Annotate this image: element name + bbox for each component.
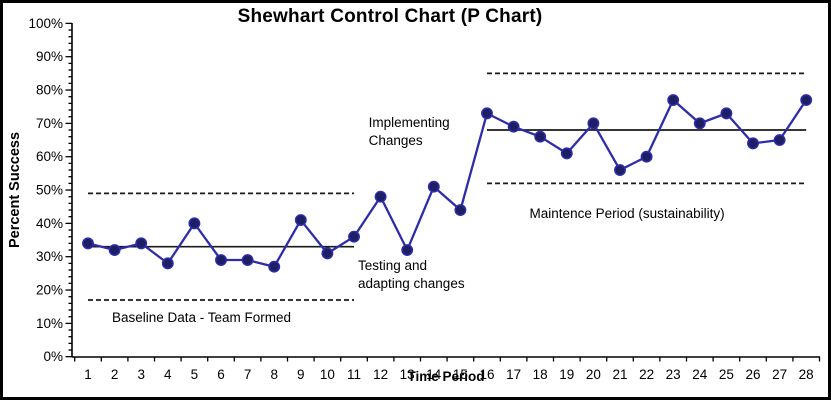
data-point (747, 137, 759, 150)
data-point (374, 190, 387, 203)
x-tick-label: 8 (270, 367, 278, 382)
x-tick-label: 26 (745, 367, 760, 382)
x-tick-label: 19 (559, 367, 574, 382)
x-tick-label: 25 (719, 367, 734, 382)
data-point (534, 130, 547, 143)
data-point (401, 244, 414, 256)
y-tick-label: 30% (36, 249, 63, 264)
y-tick-label: 80% (36, 83, 63, 98)
x-tick-label: 15 (453, 367, 468, 382)
x-tick-label: 24 (692, 367, 708, 382)
data-point (108, 244, 121, 256)
y-tick-label: 0% (43, 349, 63, 364)
y-tick-label: 100% (28, 16, 63, 31)
data-point (82, 237, 94, 250)
data-point (481, 107, 493, 120)
y-tick-label: 40% (36, 216, 63, 231)
x-tick-label: 4 (164, 367, 172, 382)
y-tick-label: 70% (36, 116, 63, 131)
data-point (215, 254, 227, 266)
x-tick-label: 28 (799, 367, 814, 382)
x-tick-label: 13 (400, 367, 415, 382)
series-line (87, 98, 808, 268)
x-tick-label: 17 (506, 367, 521, 382)
data-point (773, 134, 786, 146)
x-axis-title: Time Period (407, 369, 485, 384)
y-tick-label: 20% (36, 283, 63, 298)
data-point (800, 94, 813, 106)
y-tick-label: 60% (36, 149, 63, 164)
x-tick-label: 22 (639, 367, 654, 382)
x-tick-label: 27 (772, 367, 787, 382)
annotation-testing-label: adapting changes (358, 276, 465, 291)
annotation-implementing-label: Changes (369, 133, 423, 148)
data-point (507, 120, 520, 133)
data-point (640, 150, 653, 163)
annotation-implementing-label: Implementing (369, 115, 450, 130)
x-tick-label: 7 (244, 367, 252, 382)
data-point (720, 107, 733, 120)
data-point (614, 164, 626, 176)
annotation-testing-label: Testing and (358, 258, 427, 273)
x-tick-label: 9 (297, 367, 305, 382)
x-tick-label: 5 (191, 367, 199, 382)
x-tick-label: 3 (137, 367, 145, 382)
data-point (560, 147, 573, 160)
y-tick-label: 90% (36, 49, 63, 64)
data-point (188, 217, 201, 230)
data-point (427, 180, 440, 193)
data-point (241, 254, 254, 266)
x-tick-label: 16 (479, 367, 494, 382)
x-tick-label: 10 (320, 367, 335, 382)
x-tick-label: 6 (217, 367, 225, 382)
y-axis-title: Percent Success (7, 131, 23, 249)
x-tick-label: 21 (612, 367, 627, 382)
data-point (294, 214, 307, 226)
data-point (348, 230, 360, 243)
chart-title: Shewhart Control Chart (P Chart) (237, 6, 543, 27)
annotation-baseline-label: Baseline Data - Team Formed (112, 310, 291, 325)
x-tick-label: 14 (426, 367, 442, 382)
data-point (454, 204, 467, 216)
x-tick-label: 11 (347, 367, 361, 382)
x-tick-label: 18 (533, 367, 548, 382)
data-point (161, 257, 174, 270)
annotation-maintenance-label: Maintence Period (sustainability) (530, 206, 725, 221)
data-point (587, 117, 600, 130)
x-tick-label: 12 (373, 367, 388, 382)
x-tick-label: 1 (84, 367, 92, 382)
data-point (667, 94, 680, 106)
y-tick-label: 10% (36, 316, 63, 331)
x-tick-label: 20 (586, 367, 601, 382)
x-tick-label: 23 (666, 367, 681, 382)
data-point (135, 237, 148, 250)
x-tick-label: 2 (111, 367, 119, 382)
data-point (693, 117, 706, 130)
y-tick-label: 50% (36, 183, 63, 198)
data-point (268, 260, 281, 273)
data-point (321, 247, 334, 260)
